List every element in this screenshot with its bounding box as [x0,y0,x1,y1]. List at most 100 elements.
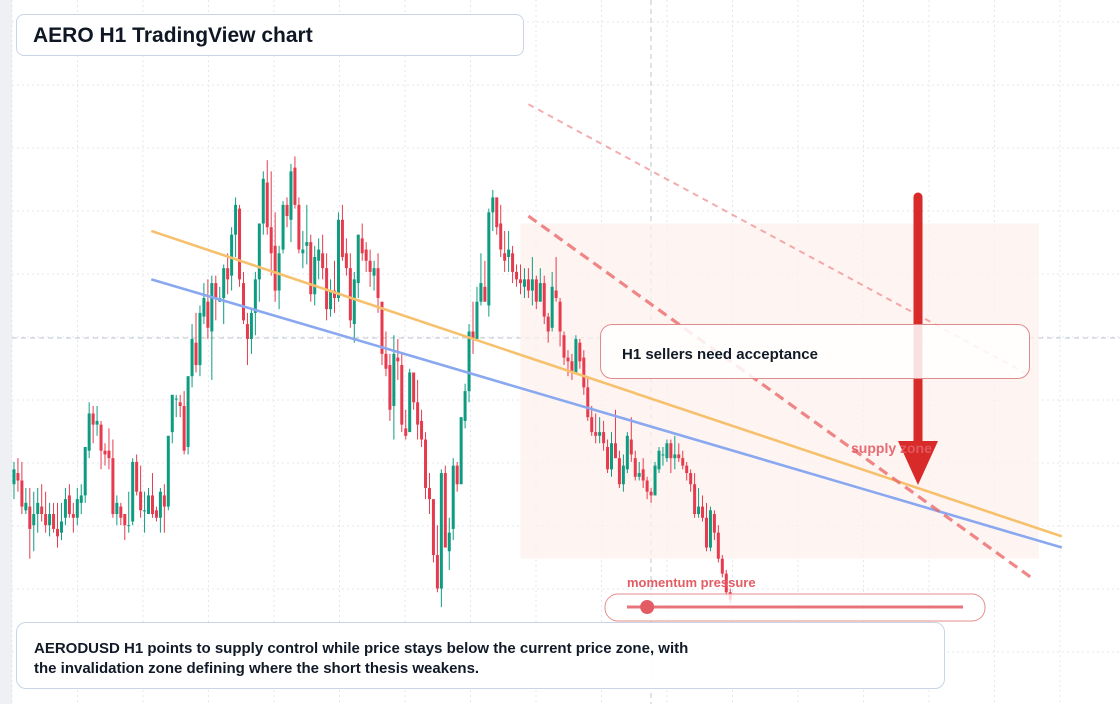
candle-body [701,506,705,518]
candle-body [111,458,115,515]
candle-body [685,465,689,474]
candle-body [657,450,661,470]
candle-body [174,398,178,400]
summary-card: AERODUSD H1 points to supply control whi… [16,622,945,689]
candle-body [439,473,443,589]
candle-body [511,253,515,272]
candle-body [356,234,360,284]
candle-body [206,301,210,328]
page-title: AERO H1 TradingView chart [33,24,313,47]
summary-line-1: AERODUSD H1 points to supply control whi… [34,640,689,657]
candle-body [249,312,253,339]
candle-body [388,365,392,410]
candle-body [704,517,708,548]
candle-body [198,312,202,366]
candle-body [135,461,139,492]
momentum-label: momentum pressure [627,575,756,590]
candle-body [594,432,598,436]
candle-body [396,357,400,362]
candle-body [384,353,388,369]
candle-body [12,469,16,485]
trendline-orange [150,229,1063,538]
candle-body [483,286,487,302]
candle-body [566,357,570,362]
candle-body [313,257,317,295]
candle-body [380,301,384,354]
candle-body [376,268,380,298]
candle-body [673,454,677,459]
candle-body [665,443,669,459]
candle-body [542,283,546,317]
candle-body [139,491,143,511]
candle-body [475,301,479,339]
candle-body [214,283,218,298]
candle-body [467,331,471,392]
candle-body [416,402,420,425]
candle-body [257,223,261,280]
candle-body [309,242,313,295]
candle-body [99,424,103,451]
candle-body [273,245,277,291]
candle-body [28,506,32,529]
candle-body [582,357,586,388]
candle-body [352,279,356,325]
candle-body [32,514,36,526]
candle-body [44,514,48,526]
candle-body [404,428,408,436]
candle-body [336,219,340,298]
candle-body [24,502,28,511]
candle-body [689,473,693,485]
candle-body [570,361,574,373]
candle-body [526,279,530,291]
candle-body [190,338,194,377]
candle-body [420,420,424,440]
candle-body [154,510,158,518]
candle-body [661,454,665,456]
title-card: AERO H1 TradingView chart [16,14,524,56]
candle-body [305,242,309,246]
candle-body [16,473,20,481]
candle-body [83,446,87,496]
trendline-blue [150,278,1063,549]
candle-body [447,532,451,552]
candle-body [491,197,495,213]
candle-body [103,450,107,455]
candle-body [170,394,174,433]
candle-body [40,506,44,515]
candle-body [637,473,641,477]
candle-body [720,558,724,574]
candle-body [226,268,230,280]
supply-zone-layer [520,223,1039,559]
supply-zone-rect [520,223,1039,559]
candle-body [507,249,511,258]
candle-body [368,260,372,272]
candle-body [598,432,602,436]
candle-body [681,458,685,466]
candle-body [443,473,447,548]
candle-body [459,417,463,485]
candle-body [95,420,99,425]
candle-body [123,514,127,526]
candle-body [669,443,673,459]
candle-body [606,446,610,470]
candle-body [63,499,67,518]
candle-body [261,178,265,224]
candle-body [301,249,305,254]
candle-body [162,495,166,507]
candle-body [392,353,396,407]
summary-line-2: the invalidation zone defining where the… [34,660,480,677]
candle-body [340,219,344,258]
candle-body [471,331,475,339]
candle-body [716,532,720,559]
candle-body [554,290,558,298]
candle-body [590,417,594,433]
candle-body [499,223,503,250]
candle-body [463,391,467,421]
candle-body [503,253,507,261]
candle-body [222,268,226,298]
candle-body [641,469,645,481]
candle-body [71,514,75,518]
candle-body [277,253,281,291]
candle-body [617,458,621,485]
candle-body [633,458,637,477]
